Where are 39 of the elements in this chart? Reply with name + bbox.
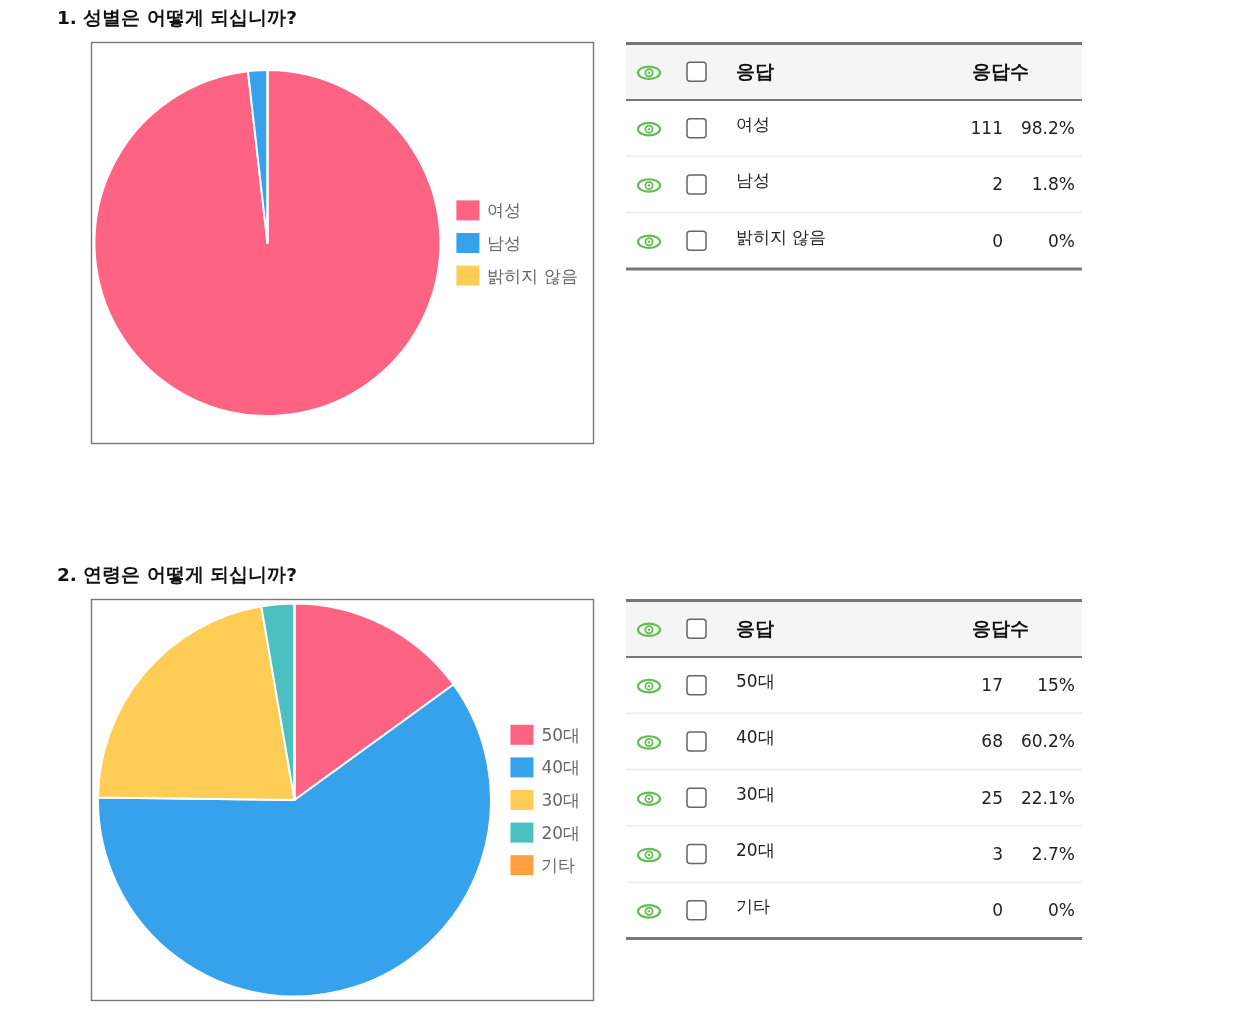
text: 2.7% bbox=[1031, 844, 1075, 864]
text: 0 bbox=[992, 230, 1003, 251]
category-label: 30대 bbox=[736, 783, 775, 804]
category-label: 50대 bbox=[736, 671, 775, 692]
text: 60.2% bbox=[1020, 731, 1075, 752]
text: 응답 bbox=[736, 60, 774, 83]
pie-slice bbox=[93, 69, 442, 417]
legend-label: 남성 bbox=[487, 232, 522, 253]
text: 15% bbox=[1037, 675, 1075, 696]
legend-label: 밝히지 않음 bbox=[487, 265, 578, 286]
text: 22.1% bbox=[1020, 787, 1075, 808]
chart-title: 2. 연령은 어떻게 되십니까? bbox=[57, 564, 297, 585]
category-label: 밝히지 않음 bbox=[736, 226, 827, 247]
text: 1.8% bbox=[1031, 174, 1075, 195]
text: 응답수 bbox=[972, 60, 1029, 83]
text: 98.2% bbox=[1020, 118, 1075, 139]
category-label: 40대 bbox=[736, 727, 775, 748]
category-label: 남성 bbox=[736, 170, 770, 191]
text: 응답 bbox=[736, 617, 774, 640]
category-label: 20대 bbox=[736, 840, 775, 860]
text: 0% bbox=[1048, 230, 1075, 251]
text: 25 bbox=[981, 787, 1003, 808]
legend-label: 40대 bbox=[541, 757, 581, 778]
text: 17 bbox=[981, 675, 1003, 696]
text: 3 bbox=[992, 844, 1003, 864]
legend-label: 여성 bbox=[487, 200, 522, 221]
legend-label: 30대 bbox=[541, 789, 581, 810]
text: 응답수 bbox=[972, 617, 1029, 640]
text: 0% bbox=[1048, 900, 1075, 921]
text: 2 bbox=[992, 174, 1003, 195]
category-label: 기타 bbox=[736, 896, 770, 917]
legend-label: 20대 bbox=[541, 822, 581, 843]
text: 111 bbox=[970, 118, 1003, 139]
legend-label: 기타 bbox=[541, 855, 576, 876]
legend-label: 50대 bbox=[541, 724, 581, 745]
text: 0 bbox=[992, 900, 1003, 921]
category-label: 여성 bbox=[736, 114, 770, 135]
text: 68 bbox=[981, 731, 1003, 752]
chart-title: 1. 성별은 어떻게 되십니까? bbox=[57, 7, 297, 28]
